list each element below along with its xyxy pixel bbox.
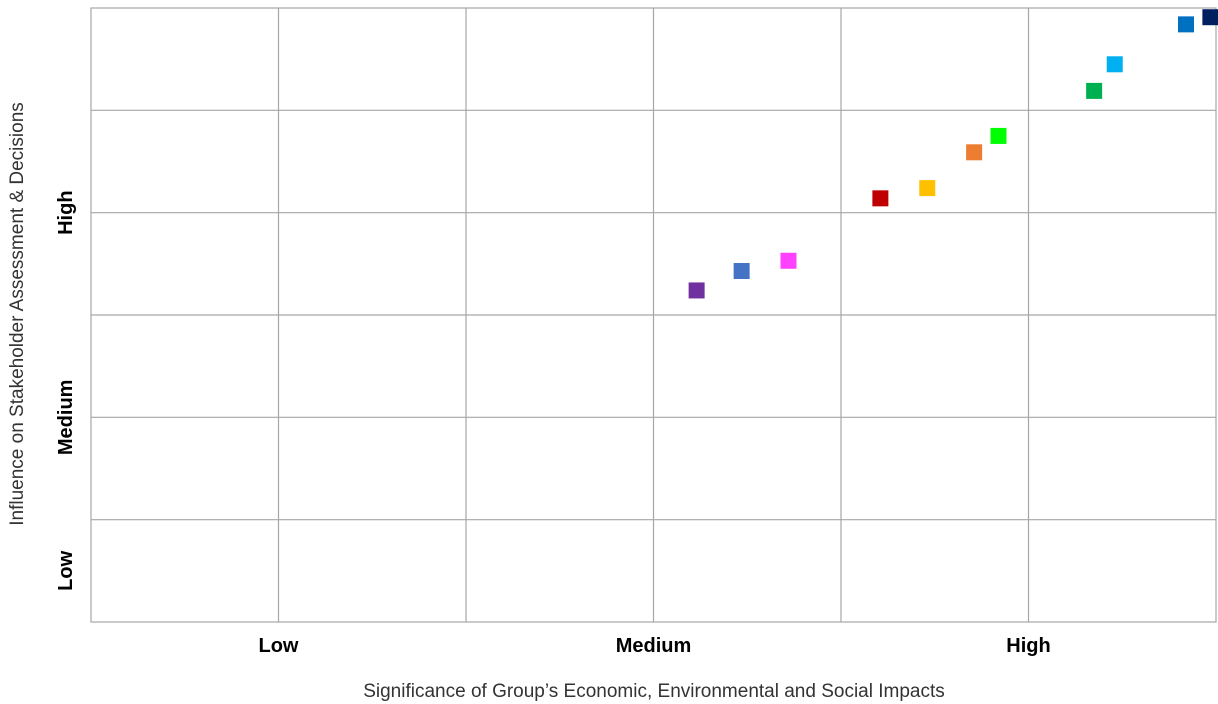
data-point — [1086, 82, 1103, 99]
data-point — [1202, 9, 1218, 26]
y-axis-title: Influence on Stakeholder Assessment & De… — [7, 102, 28, 526]
x-tick-label: Medium — [616, 635, 692, 657]
plot-frame — [90, 7, 1217, 623]
data-point — [966, 144, 983, 161]
x-axis-ticks: Low Medium High — [259, 635, 1051, 657]
x-axis-title: Significance of Group’s Economic, Enviro… — [363, 681, 945, 702]
x-tick-label: High — [1006, 635, 1050, 657]
grid — [91, 8, 1216, 622]
data-point — [1178, 16, 1194, 33]
x-tick-label: Low — [259, 635, 299, 657]
data-point — [780, 252, 797, 269]
y-axis-ticks: Low Medium High — [55, 190, 77, 590]
data-point — [990, 127, 1007, 144]
data-point — [733, 262, 750, 279]
data-point — [872, 190, 889, 207]
data-point — [1106, 56, 1123, 73]
data-points — [688, 9, 1218, 299]
data-point — [688, 282, 705, 299]
data-point — [919, 180, 936, 197]
y-tick-label: High — [55, 190, 77, 234]
y-tick-label: Low — [55, 550, 77, 590]
y-tick-label: Medium — [55, 380, 77, 456]
